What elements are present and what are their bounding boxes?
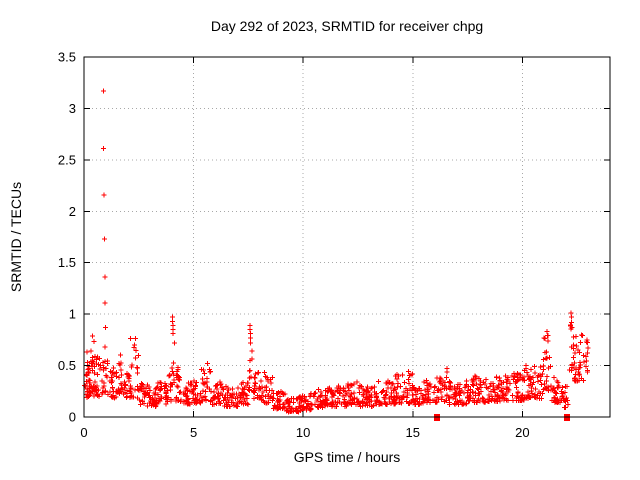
y-tick-label: 2.5 <box>58 152 76 167</box>
x-axis-label: GPS time / hours <box>294 449 401 465</box>
x-tick-label: 5 <box>190 425 197 440</box>
plot-border <box>83 56 611 418</box>
y-tick-label: 1.5 <box>58 255 76 270</box>
x-tick-label: 15 <box>406 425 420 440</box>
axis-tick-labels: 0 5 10 15 20 0 0.5 1 1.5 2 2.5 3 3.5 <box>58 50 530 441</box>
y-tick-label: 1 <box>69 307 76 322</box>
data-points-layer <box>82 88 591 421</box>
gridlines <box>84 57 610 417</box>
x-tick-label: 0 <box>80 425 87 440</box>
axis-tickmarks <box>83 56 610 418</box>
x-tick-label: 20 <box>515 425 529 440</box>
y-tick-label: 3 <box>69 101 76 116</box>
y-axis-label: SRMTID / TECUs <box>8 182 24 292</box>
chart-title: Day 292 of 2023, SRMTID for receiver chp… <box>211 18 483 34</box>
y-tick-label: 0 <box>69 410 76 425</box>
x-tick-label: 10 <box>296 425 310 440</box>
scatter-points <box>82 88 591 415</box>
y-tick-label: 0.5 <box>58 358 76 373</box>
y-tick-label: 2 <box>69 204 76 219</box>
y-tick-label: 3.5 <box>58 50 76 65</box>
